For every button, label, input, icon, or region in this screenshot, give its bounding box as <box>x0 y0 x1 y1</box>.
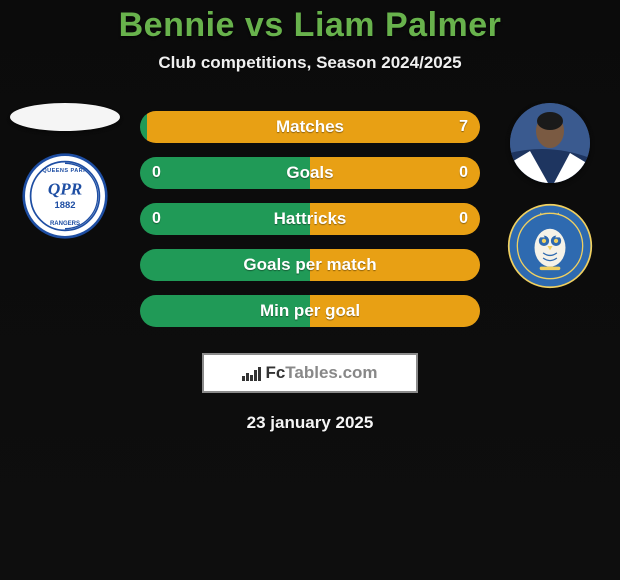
svg-text:QPR: QPR <box>48 179 82 198</box>
stat-value-left: 0 <box>152 210 161 228</box>
stat-bar: Min per goal <box>140 295 480 327</box>
subtitle: Club competitions, Season 2024/2025 <box>0 53 620 73</box>
stat-label: Matches <box>276 117 344 137</box>
club1-year: 1882 <box>54 200 75 211</box>
watermark-badge: FcTables.com <box>202 353 418 393</box>
page-title: Bennie vs Liam Palmer <box>0 0 620 45</box>
stat-value-right: 7 <box>459 118 468 136</box>
player1-photo-placeholder <box>10 103 120 131</box>
stat-bar: 0 Hattricks 0 <box>140 203 480 235</box>
stat-label: Goals <box>286 163 333 183</box>
club2-logo: • • • • • <box>507 203 593 289</box>
date-label: 23 january 2025 <box>247 413 374 433</box>
stat-value-right: 0 <box>459 164 468 182</box>
watermark-text: FcTables.com <box>265 363 377 383</box>
player1-column: QUEENS PARK RANGERS QPR 1882 <box>0 103 130 239</box>
player2-column: • • • • • <box>490 103 610 289</box>
bars-icon <box>242 365 261 381</box>
player2-photo <box>510 103 590 183</box>
stat-label: Min per goal <box>260 301 360 321</box>
stat-bar: Goals per match <box>140 249 480 281</box>
svg-text:QUEENS PARK: QUEENS PARK <box>42 168 87 174</box>
stat-bars: Matches 7 0 Goals 0 0 Hattricks 0 Goals per matc… <box>140 111 480 327</box>
stat-bar: 0 Goals 0 <box>140 157 480 189</box>
stat-label: Hattricks <box>274 209 347 229</box>
stat-value-left: 0 <box>152 164 161 182</box>
svg-text:RANGERS: RANGERS <box>50 221 80 227</box>
svg-text:• • • • •: • • • • • <box>540 211 560 216</box>
stat-bar: Matches 7 <box>140 111 480 143</box>
club1-logo: QUEENS PARK RANGERS QPR 1882 <box>22 153 108 239</box>
stat-value-right: 0 <box>459 210 468 228</box>
stat-label: Goals per match <box>243 255 376 275</box>
